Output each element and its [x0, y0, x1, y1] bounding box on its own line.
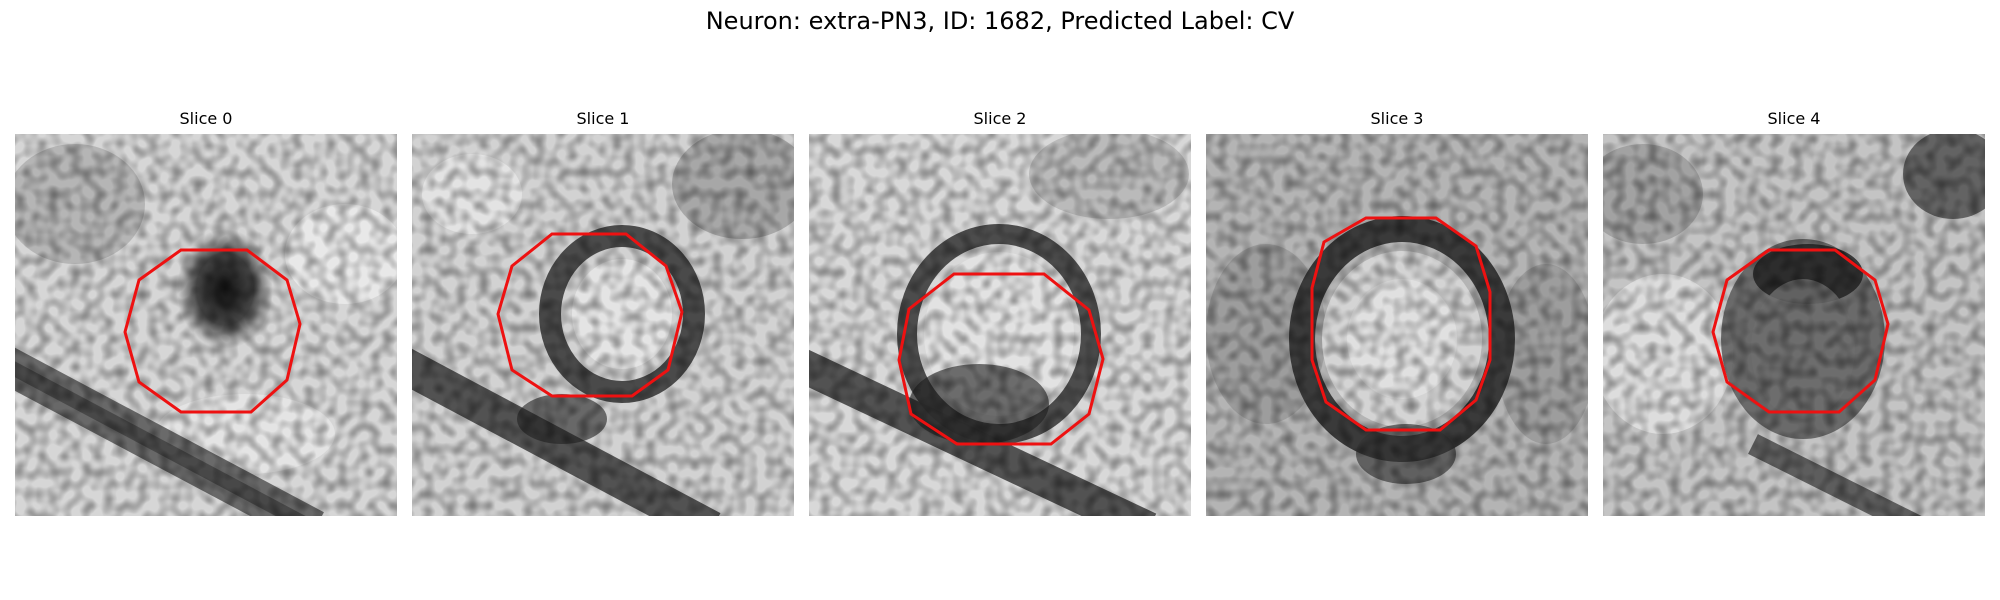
slice-2-image [809, 134, 1191, 516]
slice-0-title: Slice 0 [15, 109, 397, 129]
slice-1-panel [412, 134, 794, 516]
slice-3-image [1206, 134, 1588, 516]
slice-2-panel [809, 134, 1191, 516]
slice-1-image [412, 134, 794, 516]
slice-0-image [15, 134, 397, 516]
slice-3-title: Slice 3 [1206, 109, 1588, 129]
slice-1-title: Slice 1 [412, 109, 794, 129]
slice-0-panel [15, 134, 397, 516]
slice-4-title: Slice 4 [1603, 109, 1985, 129]
slice-3-panel [1206, 134, 1588, 516]
slice-4-image [1603, 134, 1985, 516]
slice-2-title: Slice 2 [809, 109, 1191, 129]
slice-4-panel [1603, 134, 1985, 516]
figure-title: Neuron: extra-PN3, ID: 1682, Predicted L… [0, 6, 2000, 36]
